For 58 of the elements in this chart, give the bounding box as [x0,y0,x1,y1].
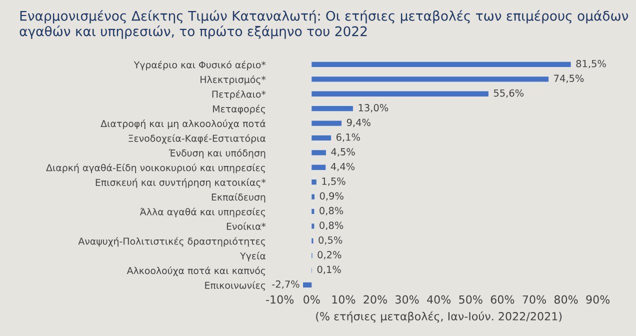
bar [312,208,314,214]
bar [312,106,353,112]
y-tick-label: Ξενοδοχεία-Καφέ-Εστιατόρια [128,134,266,144]
bar [312,150,326,156]
y-tick-label: Μεταφορές [213,104,266,114]
data-label: 55,6% [494,89,524,98]
bar [312,62,571,68]
x-tick-label: 90% [586,295,610,304]
y-tick-label: Επισκευή και συντήρηση κατοικίας* [96,178,266,188]
y-tick-label: Αλκοολούχα ποτά και καπνός [126,266,266,276]
data-label: 74,5% [554,74,584,83]
data-label: 6,1% [336,133,360,142]
bar [312,224,314,229]
x-tick-label: 30% [396,295,419,304]
y-tick-label: Ηλεκτρισμός* [200,75,266,85]
y-tick-label: Επικοινωνίες [205,281,266,291]
data-label: 81,5% [576,60,606,68]
x-axis-title: (% ετήσιες μεταβολές, Ιαν-Ιούν. 2022/2021) [316,311,562,323]
bar [303,282,312,288]
x-tick-label: 0% [304,295,320,304]
x-tick-label: 60% [490,295,514,304]
data-label: 13,0% [358,104,388,112]
data-label: 0,8% [320,206,344,216]
data-label: 1,5% [322,178,346,186]
x-tick-label: 80% [554,295,578,304]
bar [312,194,314,200]
chart-title: Εναρμονισμένος Δείκτης Τιμών Καταναλωτή: Οι ετήσιες μεταβολές των επιμέρους ομάδων αγαθών και υπηρεσιών, το πρώτο εξάμηνο του 2022 [20,10,628,39]
x-tick-label: 50% [459,295,482,304]
bar [312,120,342,126]
y-tick-label: Διαρκή αγαθά-Είδη νοικοκυριού και υπηρεσίες [46,164,266,174]
data-label: 9,4% [346,118,370,128]
y-tick-label: Υγεία [240,252,266,262]
data-label: 0,5% [318,236,342,245]
data-label: 0,2% [318,251,342,260]
x-tick-label: 70% [522,295,546,304]
x-tick-label: 10% [332,295,356,304]
y-tick-label: Εκπαίδευση [212,192,266,203]
data-label: 4,4% [330,162,355,172]
bar [312,76,549,82]
data-label: 0,9% [320,192,344,201]
y-tick-label: Άλλα αγαθά και υπηρεσίες [140,208,266,218]
data-label: 0,8% [320,222,344,230]
data-label: -2,7% [272,280,300,289]
y-tick-label: Υγραέριο και Φυσικό αέριο* [134,60,266,70]
bar [312,135,332,141]
data-label: 0,1% [317,266,341,274]
x-tick-label: 40% [427,295,451,304]
y-tick-label: Αναψυχή-Πολιτιστικές δραστηριότητες [78,237,266,247]
y-tick-label: Διατροφή και μη αλκοολούχα ποτά [100,119,266,130]
data-label: 4,5% [331,148,355,156]
bar [312,91,488,96]
y-tick-label: Πετρέλαιο* [212,90,266,100]
x-tick-label: -10% [266,295,294,304]
bar [312,164,326,170]
y-tick-label: Ένδυση και υπόδηση [168,148,266,158]
bar [312,180,316,185]
x-tick-label: 20% [364,295,387,304]
y-tick-label: Ενοίκια* [226,222,266,230]
